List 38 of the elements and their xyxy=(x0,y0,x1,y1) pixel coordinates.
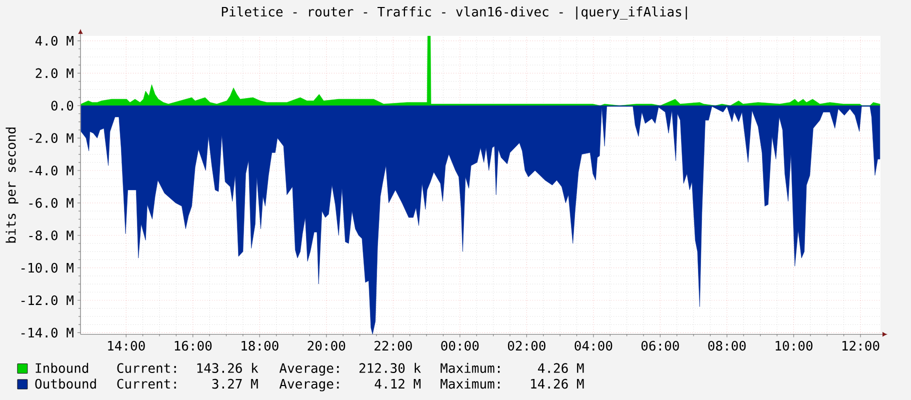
x-tick-label: 02:00 xyxy=(508,340,546,351)
x-tick-label: 10:00 xyxy=(776,340,812,351)
y-tick-label: -6.0 M xyxy=(29,198,74,208)
y-tick-label: 0.0 xyxy=(51,100,74,111)
text: 3.27 M xyxy=(212,378,258,389)
y-tick-label: -10.0 M xyxy=(21,262,74,273)
y-tick-label: -4.0 M xyxy=(29,166,74,176)
y-tick-label: 2.0 M xyxy=(36,68,74,78)
x-tick-label: 16:00 xyxy=(174,340,212,351)
text: Average: xyxy=(279,363,339,376)
y-tick-label: -8.0 M xyxy=(29,230,74,240)
text: Maximum: xyxy=(440,362,500,373)
y-tick-label: -12.0 M xyxy=(21,295,74,306)
x-tick-label: 06:00 xyxy=(641,340,679,351)
y-tick-label: 4.0 M xyxy=(35,36,74,46)
legend-label: Outbound xyxy=(35,378,96,389)
legend-label: Inbound xyxy=(36,362,88,373)
x-tick-label: 12:00 xyxy=(842,340,880,351)
text: 14.26 M xyxy=(531,378,584,389)
text: 4.12 M xyxy=(374,378,421,388)
text: 4.26 M xyxy=(538,363,584,373)
text: Current: xyxy=(117,378,176,389)
y-axis-title: bits per second xyxy=(6,128,18,243)
text: Maximum: xyxy=(440,378,500,389)
x-tick-label: 00:00 xyxy=(441,340,479,351)
text: 212.30 k xyxy=(359,362,421,373)
y-tick-label: -2.0 M xyxy=(29,133,74,143)
chart-title: Piletice - router - Traffic - vlan16-divec - |query_ifAlias| xyxy=(222,6,687,20)
x-tick-label: 04:00 xyxy=(574,340,612,351)
y-tick-label: -14.0 M xyxy=(21,328,74,338)
text: Average: xyxy=(279,379,339,392)
x-tick-label: 20:00 xyxy=(308,340,346,351)
text: Current: xyxy=(117,363,176,373)
x-tick-label: 14:00 xyxy=(108,340,145,351)
x-tick-label: 18:00 xyxy=(242,340,278,351)
text: 143.26 k xyxy=(197,362,258,373)
x-tick-label: 08:00 xyxy=(708,340,746,351)
x-tick-label: 22:00 xyxy=(374,340,412,351)
